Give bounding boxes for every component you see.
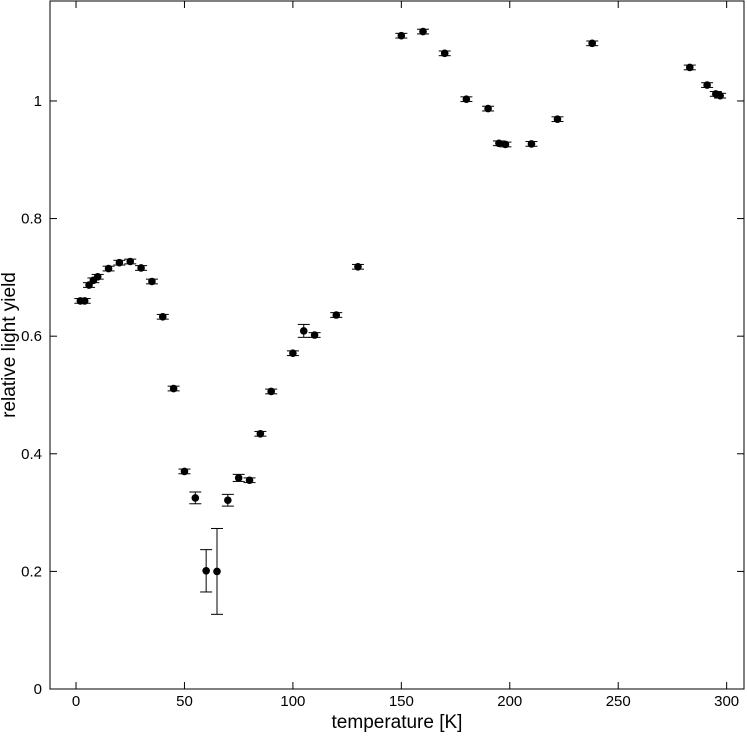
data-marker	[289, 349, 297, 358]
data-marker	[202, 567, 210, 575]
x-tick-label: 150	[389, 693, 414, 710]
data-marker	[169, 384, 178, 393]
data-marker	[354, 262, 362, 271]
data-marker	[484, 104, 492, 113]
data-point	[330, 311, 343, 319]
data-marker	[126, 257, 135, 266]
data-point	[351, 262, 364, 271]
axis-ticks	[50, 1, 744, 690]
data-marker	[588, 39, 596, 48]
data-point	[714, 91, 727, 100]
data-point	[210, 527, 223, 615]
data-point	[438, 49, 451, 58]
data-point	[135, 264, 148, 272]
data-point	[232, 473, 245, 482]
data-marker	[234, 474, 243, 482]
y-axis-label: relative light yield	[0, 272, 20, 418]
data-marker	[115, 258, 124, 267]
data-point	[200, 549, 213, 593]
data-marker	[553, 115, 562, 123]
data-point	[701, 81, 714, 89]
data-point	[551, 115, 564, 123]
data-marker	[148, 277, 156, 286]
data-point	[91, 272, 104, 281]
data-points	[74, 27, 727, 615]
data-marker	[191, 494, 200, 502]
data-marker	[419, 27, 427, 36]
data-marker	[397, 31, 406, 40]
data-point	[113, 258, 126, 267]
data-marker	[703, 81, 711, 89]
x-tick-label: 250	[606, 693, 631, 710]
y-tick-label: 0.6	[21, 328, 42, 345]
data-point	[286, 349, 299, 358]
data-point	[525, 140, 538, 148]
x-tick-label: 0	[72, 693, 80, 710]
data-point	[102, 264, 115, 273]
data-point	[482, 104, 495, 113]
data-marker	[310, 331, 319, 339]
data-point	[221, 493, 234, 507]
data-marker	[527, 140, 536, 148]
data-point	[395, 31, 408, 40]
data-point	[189, 491, 202, 505]
data-marker	[180, 467, 189, 476]
data-marker	[224, 496, 232, 505]
data-marker	[104, 264, 113, 273]
data-point	[167, 384, 180, 393]
data-marker	[80, 297, 89, 305]
y-tick-label: 0.4	[21, 446, 42, 463]
y-tick-label: 0	[34, 681, 42, 698]
data-marker	[158, 312, 167, 321]
data-point	[683, 63, 696, 72]
data-marker	[245, 476, 254, 485]
x-tick-label: 50	[176, 693, 193, 710]
data-point	[265, 387, 278, 396]
data-marker	[267, 387, 276, 396]
data-marker	[213, 567, 221, 576]
y-tick-label: 1	[34, 93, 42, 110]
data-point	[145, 277, 158, 286]
data-marker	[685, 63, 694, 72]
x-tick-label: 100	[280, 693, 305, 710]
data-marker	[332, 311, 341, 319]
y-tick-labels: 0 0.2 0.4 0.6 0.8 1	[21, 93, 42, 698]
data-point	[178, 467, 191, 476]
data-marker	[93, 272, 102, 281]
plot-area	[49, 0, 745, 690]
x-tick-label: 200	[497, 693, 522, 710]
data-point	[124, 257, 137, 266]
data-point	[417, 27, 430, 36]
data-point	[78, 297, 91, 305]
data-marker	[495, 139, 503, 148]
data-point	[308, 331, 321, 339]
data-point	[499, 140, 512, 149]
data-marker	[299, 327, 308, 335]
data-point	[156, 312, 169, 321]
x-tick-labels: 0 50 100 150 200 250 300	[72, 693, 739, 710]
data-marker	[256, 429, 265, 438]
x-tick-label: 300	[714, 693, 739, 710]
data-point	[243, 476, 256, 485]
data-point	[297, 323, 310, 338]
y-tick-label: 0.2	[21, 563, 42, 580]
data-marker	[501, 140, 510, 149]
data-marker	[462, 95, 471, 104]
y-tick-label: 0.8	[21, 211, 42, 228]
data-point	[460, 95, 473, 104]
data-marker	[440, 49, 449, 58]
data-marker	[716, 91, 724, 100]
x-axis-label: temperature [K]	[332, 712, 463, 733]
data-marker	[137, 264, 145, 272]
data-point	[586, 39, 599, 48]
data-point	[254, 429, 267, 438]
